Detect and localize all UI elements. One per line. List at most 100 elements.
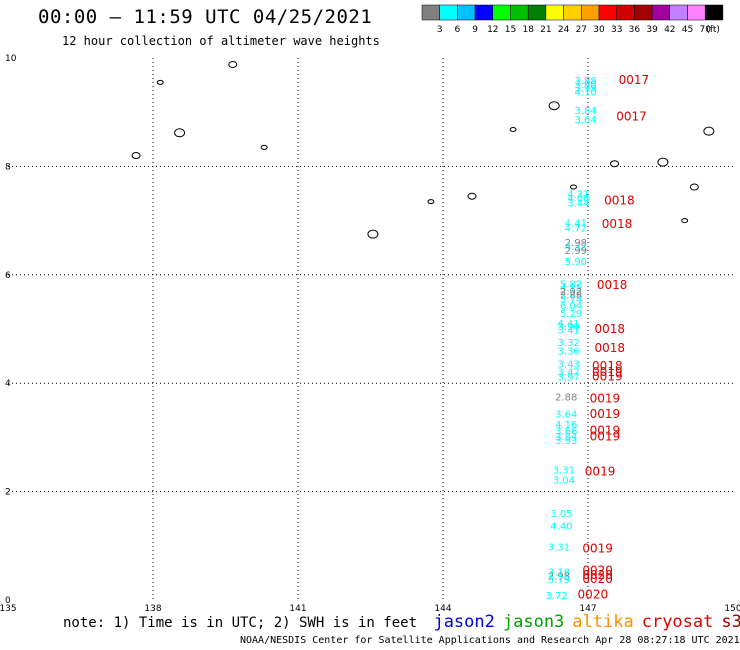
x-tick-label: 147 <box>579 604 596 612</box>
swh-value: 3.41 <box>558 325 580 336</box>
swh-value: 3.72 <box>545 591 567 602</box>
swh-value: 3.18 <box>548 568 570 579</box>
swh-value: 4.72 <box>565 223 587 234</box>
swh-value: 4.31 <box>567 189 589 200</box>
swh-value: 6.04 <box>560 301 582 312</box>
swh-value: 3.47 <box>558 368 580 379</box>
swh-value: 3.64 <box>574 115 596 126</box>
scale-swatch <box>704 4 724 21</box>
swh-value: 5.82 <box>560 279 582 290</box>
time-label: 0018 <box>604 193 635 207</box>
swh-value: 3.31 <box>548 543 570 554</box>
x-tick-label: 144 <box>434 604 451 612</box>
swh-value: 2.98 <box>565 238 587 249</box>
swh-value: 4.41 <box>558 319 580 330</box>
island-outline <box>228 61 238 69</box>
time-label: 0019 <box>592 369 623 383</box>
island-outline <box>367 229 379 239</box>
x-tick-label: 138 <box>144 604 161 612</box>
time-label: 0018 <box>594 341 625 355</box>
time-label: 0020 <box>582 572 613 586</box>
chart-title: 00:00 – 11:59 UTC 04/25/2021 <box>38 6 373 28</box>
y-tick-label: 8 <box>5 162 11 172</box>
swh-value: 3.93 <box>555 436 577 447</box>
y-tick-label: 2 <box>5 488 11 498</box>
swh-value: 4.40 <box>550 522 572 533</box>
scale-label: 45 <box>682 25 693 35</box>
swh-value: 3.99 <box>574 84 596 95</box>
note-text: note: 1) Time is in UTC; 2) SWH is in fe… <box>63 615 418 631</box>
island-outline <box>260 144 268 150</box>
satellite-jason2: jason2 <box>433 612 495 632</box>
scale-label: 70 <box>699 25 711 35</box>
swh-value: 3.84 <box>574 106 596 117</box>
x-tick-label: 150 <box>724 604 740 612</box>
time-label: 0018 <box>594 322 625 336</box>
time-label: 0020 <box>582 568 613 582</box>
swh-value: 2.88 <box>555 393 577 404</box>
swh-value: 3.32 <box>558 338 580 349</box>
island-outline <box>509 127 517 133</box>
satellite-jason3: jason3 <box>502 612 565 632</box>
time-label: 0019 <box>582 541 613 555</box>
island-outline <box>156 79 164 85</box>
swh-value: 3.88 <box>574 76 596 87</box>
swh-value: 4.15 <box>560 283 582 294</box>
scale-label: 9 <box>472 25 478 35</box>
time-label: 0018 <box>597 278 628 292</box>
island-outline <box>657 157 669 167</box>
swh-value: 2.98 <box>548 571 570 582</box>
swh-value: 3.74 <box>560 294 582 305</box>
time-label: 0019 <box>590 424 621 438</box>
island-outline <box>689 183 699 191</box>
footer-note: note: 1) Time is in UTC; 2) SWH is in fe… <box>63 612 740 632</box>
scale-label: 18 <box>522 25 534 35</box>
island-outline <box>703 126 715 136</box>
scale-unit: (ft) <box>706 25 720 35</box>
island-outline <box>681 218 689 224</box>
time-label: 0017 <box>616 109 647 123</box>
swh-value: 2.92 <box>560 287 582 298</box>
scale-label: 24 <box>558 25 570 35</box>
time-label: 0020 <box>582 564 613 578</box>
swh-value: 2.99 <box>565 246 587 257</box>
satellite-legend: jason2 jason3 altika cryosat s3a <box>425 612 740 632</box>
swh-value: 3.84 <box>555 432 577 443</box>
scale-label: 6 <box>455 25 461 35</box>
scale-label: 33 <box>611 25 622 35</box>
time-label: 0020 <box>578 587 609 601</box>
swh-value: 3.79 <box>548 575 570 586</box>
island-outline <box>131 152 141 160</box>
time-label: 0018 <box>592 359 623 373</box>
swh-value: 3.90 <box>574 80 596 91</box>
color-scale: 3 6 9 12 15 18 21 24 27 30 33 36 39 42 45 70(ft) <box>421 4 724 35</box>
satellite-s3a: s3a <box>721 612 740 632</box>
swh-value: 3.64 <box>555 409 577 420</box>
scale-label: 15 <box>505 25 516 35</box>
scale-label: 12 <box>487 25 498 35</box>
swh-value: 3.05 <box>550 509 572 520</box>
wave-height-map: 135 138 141 144 147 15002468103.883.903.994.1… <box>0 54 740 612</box>
swh-value: 4.16 <box>555 420 577 431</box>
y-tick-label: 6 <box>5 271 11 281</box>
island-outline <box>570 184 577 190</box>
scale-label: 42 <box>664 25 675 35</box>
time-label: 0019 <box>585 464 616 478</box>
x-tick-label: 135 <box>0 604 17 612</box>
swh-value: 4.10 <box>574 87 596 98</box>
time-label: 0019 <box>590 392 621 406</box>
swh-value: 5.29 <box>560 309 582 320</box>
scale-label: 39 <box>646 25 658 35</box>
y-tick-label: 4 <box>5 379 11 389</box>
time-label: 0017 <box>619 73 650 87</box>
island-outline <box>548 101 560 111</box>
time-label: 0019 <box>590 407 621 421</box>
island-outline <box>174 128 186 138</box>
swh-value: 4.32 <box>565 242 587 253</box>
swh-value: 3.04 <box>553 475 575 486</box>
time-label: 0019 <box>590 430 621 444</box>
satellite-altika: altika <box>572 612 634 632</box>
swh-value: 3.36 <box>558 346 580 357</box>
chart-subtitle: 12 hour collection of altimeter wave hei… <box>62 34 380 48</box>
swh-value: 3.31 <box>553 466 575 477</box>
